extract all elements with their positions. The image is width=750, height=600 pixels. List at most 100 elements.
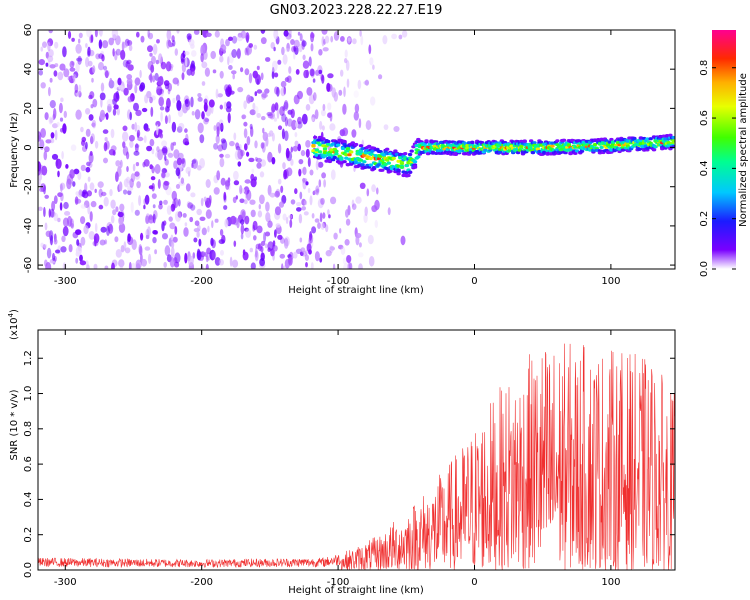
- spectrogram-noise-cell: [237, 86, 244, 93]
- spectrogram-signal-cell: [425, 152, 431, 156]
- spectrogram-signal-cell: [391, 156, 396, 160]
- spectrogram-noise-cell: [374, 199, 380, 211]
- spectrogram-noise-cell: [274, 86, 279, 95]
- spectrogram-noise-cell: [185, 183, 191, 192]
- spectrogram-noise-cell: [161, 221, 165, 232]
- spectrogram-noise-cell: [152, 213, 156, 224]
- spectrogram-noise-cell: [63, 68, 70, 78]
- spectrogram-noise-cell: [167, 89, 171, 95]
- spectrogram-noise-cell: [215, 88, 219, 99]
- spectrogram-signal-cell: [407, 152, 413, 157]
- spectrogram-noise-cell: [99, 239, 106, 246]
- spectrogram-noise-cell: [44, 146, 50, 153]
- spectrogram-noise-cell: [199, 216, 206, 221]
- spectrogram-noise-cell: [154, 249, 158, 255]
- spectrogram-signal-cell: [322, 151, 328, 155]
- spectrogram-noise-cell: [71, 37, 75, 42]
- spectrogram-noise-cell: [204, 118, 210, 123]
- spectrogram-noise-cell: [318, 49, 323, 56]
- spectrogram-noise-cell: [299, 237, 303, 243]
- spectrogram-noise-cell: [277, 143, 282, 154]
- spectrogram-noise-cell: [283, 86, 286, 95]
- spectrogram-noise-cell: [273, 30, 279, 40]
- spectrogram-noise-cell: [248, 73, 253, 84]
- spectrogram-noise-cell: [259, 258, 265, 267]
- colorbar: 0.0 0.2 0.4 0.6 0.8 Normalized spectral ampl…: [699, 30, 749, 277]
- spectrogram-noise-cell: [319, 212, 323, 223]
- spectrogram-signal-cell: [353, 161, 359, 165]
- spectrogram-noise-cell: [78, 189, 83, 196]
- spectrogram-noise-cell: [53, 238, 58, 245]
- spectrogram-noise-cell: [340, 69, 344, 77]
- spectrogram-noise-cell: [118, 216, 124, 225]
- spectrogram-signal-cell: [321, 137, 326, 141]
- spectrogram-noise-cell: [54, 41, 59, 49]
- colorbar-ticks: 0.0 0.2 0.4 0.6 0.8: [699, 60, 736, 277]
- spectrogram-noise-cell: [75, 61, 80, 73]
- spectrogram-noise-cell: [186, 68, 193, 76]
- spectrogram-noise-cell: [281, 194, 287, 204]
- spectrogram-noise-cell: [118, 181, 123, 192]
- spectrogram-noise-cell: [256, 162, 262, 169]
- spectrogram-noise-cell: [154, 72, 159, 81]
- spectrogram-noise-cell: [393, 126, 400, 132]
- spectrogram-noise-cell: [48, 116, 53, 125]
- spectrogram-noise-cell: [45, 51, 49, 59]
- spectrogram-noise-cell: [145, 228, 150, 238]
- spectrogram-noise-cell: [310, 32, 315, 39]
- spectrogram-noise-cell: [223, 205, 228, 210]
- spectrogram-noise-cell: [157, 149, 164, 161]
- spectrogram-signal-cell: [448, 143, 454, 148]
- spectrogram-noise-cell: [260, 240, 266, 246]
- spectrogram-noise-cell: [173, 160, 178, 169]
- spectrogram-noise-cell: [309, 231, 313, 241]
- spectrogram-signal-cell: [617, 143, 622, 147]
- spectrogram-noise-cell: [60, 246, 67, 253]
- spectrogram-noise-cell: [226, 84, 232, 95]
- spectrogram-noise-cell: [305, 148, 310, 158]
- spectrogram-signal-cell: [381, 153, 387, 157]
- spectrogram-signal-cell: [555, 139, 560, 143]
- spectrogram-noise-cell: [279, 106, 285, 117]
- spectrogram-noise-cell: [246, 189, 252, 201]
- spectrogram-noise-cell: [273, 46, 276, 52]
- spectrogram-noise-cell: [347, 37, 351, 44]
- spectrogram-signal-cell: [532, 141, 537, 145]
- spectrogram-noise-cell: [131, 123, 135, 130]
- spectrogram-noise-cell: [97, 181, 104, 189]
- spectrogram-noise-cell: [103, 65, 108, 71]
- spectrogram-signal-cell: [335, 157, 341, 161]
- spectrogram-noise-cell: [62, 217, 69, 227]
- spectrogram-signal-cell: [383, 162, 388, 166]
- spectrogram-noise-cell: [305, 262, 308, 268]
- spectrogram-signal-cell: [409, 149, 414, 153]
- spectrogram-noise-cell: [171, 190, 177, 201]
- spectrogram-noise-cell: [277, 234, 283, 240]
- spectrogram-noise-cell: [172, 39, 176, 47]
- spectrogram-signal-cell: [619, 138, 624, 142]
- spectrogram-noise-cell: [162, 145, 168, 156]
- x-tick-label: -100: [327, 577, 350, 588]
- spectrogram-noise-cell: [126, 77, 133, 86]
- spectrogram-noise-cell: [94, 30, 98, 38]
- spectrogram-noise-cell: [310, 43, 314, 52]
- spectrogram-noise-cell: [127, 64, 134, 71]
- spectrogram-noise-cell: [269, 192, 276, 198]
- spectrogram-noise-cell: [358, 263, 363, 269]
- spectrogram-noise-cell: [38, 165, 41, 176]
- spectrogram-noise-cell: [168, 216, 173, 222]
- spectrogram-noise-cell: [133, 102, 139, 112]
- spectrogram-noise-cell: [345, 218, 351, 226]
- spectrogram-noise-cell: [282, 54, 288, 65]
- spectrogram-noise-cell: [48, 30, 53, 34]
- spectrogram-signal-cell: [412, 165, 418, 169]
- spectrogram-noise-cell: [152, 230, 158, 235]
- spectrogram-noise-cell: [321, 172, 326, 179]
- y-tick-label: 1.2: [23, 350, 34, 366]
- spectrogram-noise-cell: [224, 153, 231, 159]
- spectrogram-noise-cell: [158, 53, 163, 64]
- spectrogram-signal-cell: [447, 140, 452, 144]
- spectrogram-noise-cell: [210, 237, 214, 247]
- spectrogram-noise-cell: [57, 192, 63, 198]
- spectrogram-noise-cell: [181, 72, 185, 81]
